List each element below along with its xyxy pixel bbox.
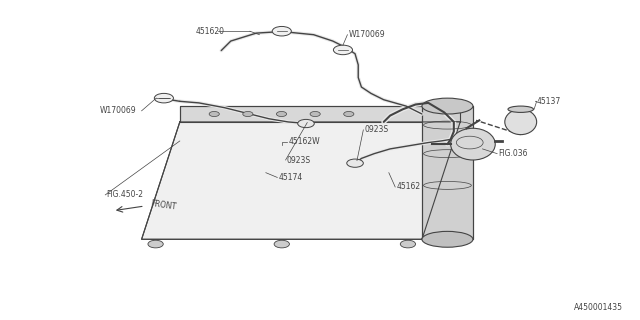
Circle shape bbox=[400, 240, 415, 248]
Text: W170069: W170069 bbox=[349, 30, 385, 39]
Circle shape bbox=[347, 159, 364, 167]
Ellipse shape bbox=[422, 98, 473, 114]
Circle shape bbox=[298, 119, 314, 128]
Ellipse shape bbox=[422, 231, 473, 247]
Text: 45162W: 45162W bbox=[288, 137, 320, 146]
Text: 0923S: 0923S bbox=[365, 125, 388, 134]
Polygon shape bbox=[180, 106, 460, 122]
Ellipse shape bbox=[508, 106, 534, 112]
Circle shape bbox=[344, 111, 354, 116]
Circle shape bbox=[243, 111, 253, 116]
Circle shape bbox=[148, 240, 163, 248]
Text: 45137: 45137 bbox=[537, 97, 561, 106]
Text: 45174: 45174 bbox=[278, 173, 303, 182]
Text: FRONT: FRONT bbox=[150, 199, 177, 211]
Polygon shape bbox=[141, 122, 460, 239]
Text: 451620: 451620 bbox=[196, 27, 225, 36]
Circle shape bbox=[209, 111, 220, 116]
Text: W170069: W170069 bbox=[100, 106, 137, 115]
Circle shape bbox=[333, 45, 353, 55]
Text: A450001435: A450001435 bbox=[573, 303, 623, 312]
Text: 45162: 45162 bbox=[396, 182, 420, 191]
Text: FIG.450-2: FIG.450-2 bbox=[106, 190, 143, 199]
Circle shape bbox=[154, 93, 173, 103]
Ellipse shape bbox=[451, 128, 495, 160]
Ellipse shape bbox=[505, 109, 537, 135]
Circle shape bbox=[274, 240, 289, 248]
Circle shape bbox=[310, 111, 320, 116]
Polygon shape bbox=[422, 106, 473, 239]
Text: 0923S: 0923S bbox=[287, 156, 311, 164]
Circle shape bbox=[276, 111, 287, 116]
Circle shape bbox=[272, 27, 291, 36]
Text: FIG.036: FIG.036 bbox=[499, 149, 528, 158]
